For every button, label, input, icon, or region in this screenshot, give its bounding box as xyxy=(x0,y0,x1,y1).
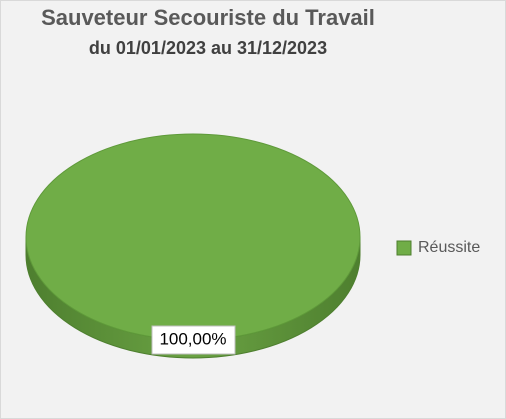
legend-label: Réussite xyxy=(418,239,480,256)
legend-swatch xyxy=(396,240,412,256)
chart-title: Sauveteur Secouriste du Travail xyxy=(41,5,375,30)
value-label: 100,00% xyxy=(159,329,226,348)
pie-slice xyxy=(25,133,361,341)
value-label-box xyxy=(151,325,236,355)
chart-subtitle: du 01/01/2023 au 31/12/2023 xyxy=(89,38,327,58)
